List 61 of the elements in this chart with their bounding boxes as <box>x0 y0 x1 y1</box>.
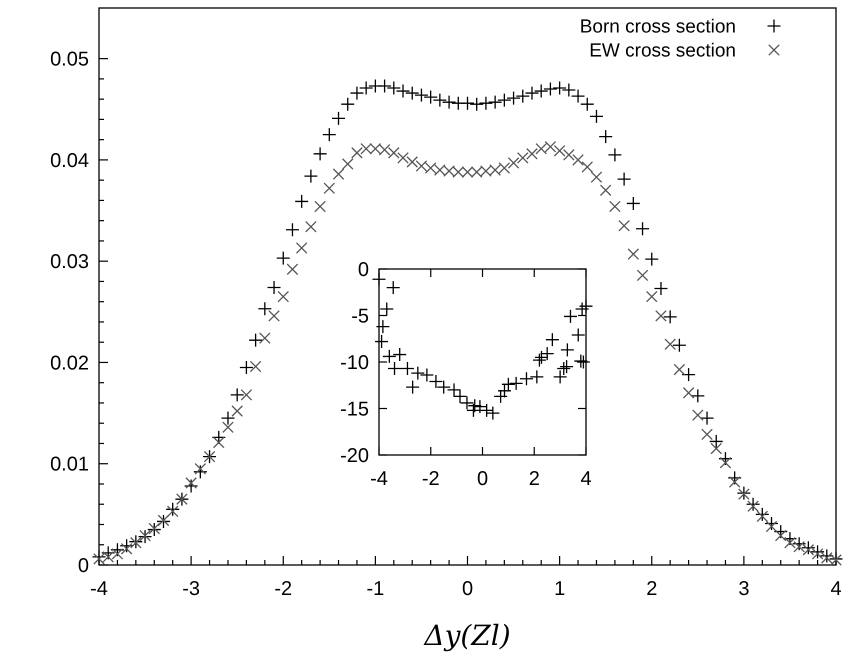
point <box>508 376 524 391</box>
y-tick-label: 0.02 <box>50 352 89 374</box>
point <box>559 360 574 374</box>
point <box>501 377 516 392</box>
point <box>574 354 588 368</box>
point <box>519 372 534 386</box>
x-tick-label: 1 <box>554 578 566 600</box>
point <box>574 302 590 316</box>
y-tick-label: 0.04 <box>50 150 89 172</box>
point <box>560 342 575 358</box>
x-tick-label: -4 <box>370 468 388 490</box>
point <box>532 352 547 368</box>
y-tick-label: 0.05 <box>50 48 89 71</box>
point <box>497 384 512 398</box>
x-tick-label: 4 <box>580 468 592 490</box>
x-tick-label: 0 <box>476 468 488 490</box>
y-tick-label: -10 <box>340 352 369 374</box>
x-tick-label: -2 <box>422 468 440 490</box>
point <box>374 334 389 349</box>
point <box>556 361 571 376</box>
x-tick-label: 2 <box>646 578 658 600</box>
legend-label: EW cross section <box>589 40 736 62</box>
point <box>410 366 425 380</box>
y-tick-label: 0.03 <box>50 251 89 274</box>
point <box>372 272 386 286</box>
point <box>400 361 415 376</box>
point <box>571 328 586 342</box>
y-tick-label: 0.01 <box>50 454 89 476</box>
point <box>405 380 420 394</box>
point <box>530 370 544 384</box>
y-tick-label: 0 <box>78 555 89 577</box>
y-tick-label: -20 <box>340 445 369 467</box>
point <box>576 354 591 370</box>
point <box>552 370 568 384</box>
x-tick-label: -3 <box>182 578 200 600</box>
point <box>486 406 500 420</box>
point <box>386 280 400 295</box>
y-tick-label: 0 <box>358 259 369 281</box>
point <box>376 320 390 334</box>
x-tick-label: -4 <box>90 578 108 600</box>
x-axis-title: Δy(Zl) <box>423 619 511 652</box>
point <box>578 299 594 314</box>
point <box>468 398 482 413</box>
x-tick-label: 0 <box>462 578 474 600</box>
x-tick-label: 4 <box>830 578 842 600</box>
point <box>380 302 394 316</box>
legend-label: Born cross section <box>580 16 736 38</box>
x-tick-label: -2 <box>274 578 292 600</box>
y-tick-label: -15 <box>340 398 369 420</box>
point <box>392 347 407 362</box>
point <box>540 346 554 361</box>
x-tick-label: 2 <box>528 468 540 490</box>
x-tick-label: -1 <box>366 578 384 600</box>
point <box>493 389 508 404</box>
point <box>382 349 396 364</box>
point <box>563 309 578 324</box>
point <box>387 361 402 376</box>
x-tick-label: 3 <box>738 578 750 600</box>
y-tick-label: -5 <box>351 306 369 328</box>
point <box>534 350 549 364</box>
point <box>545 332 560 347</box>
